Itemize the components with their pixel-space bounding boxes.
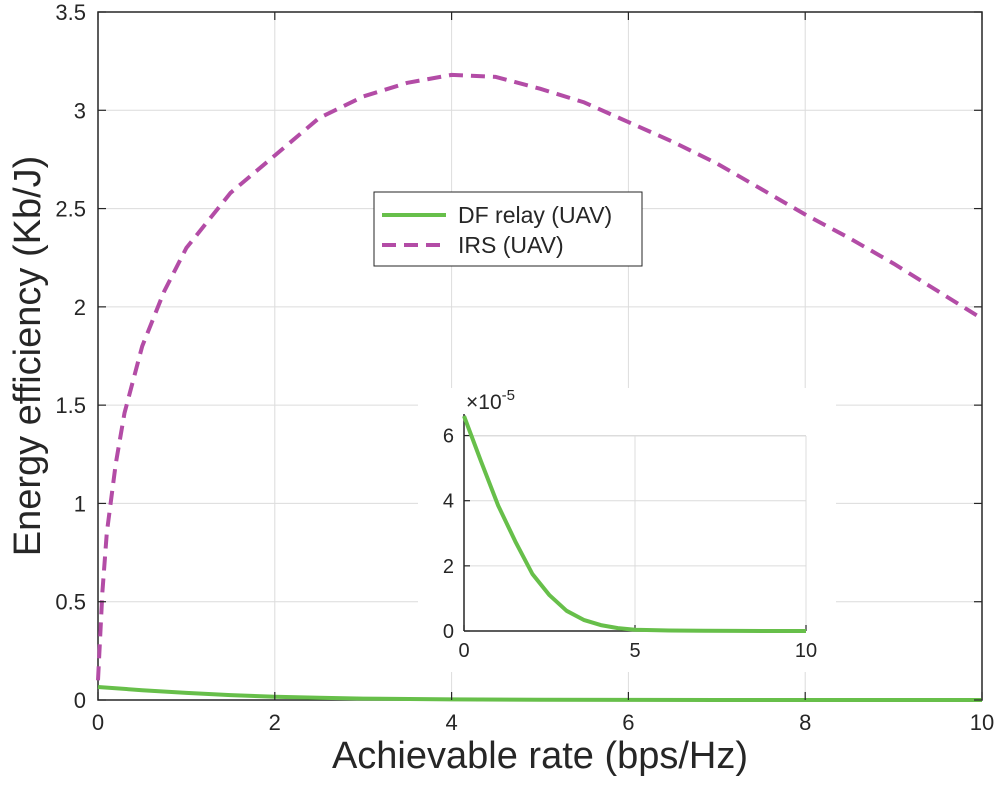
y-tick-label: 2.5 [55, 197, 86, 222]
y-tick-label: 3.5 [55, 0, 86, 25]
y-axis-label: Energy efficiency (Kb/J) [7, 156, 49, 557]
x-tick-label: 2 [269, 710, 281, 735]
inset-series-group [462, 415, 806, 633]
inset-x-tick-label: 10 [795, 640, 817, 662]
inset-y-tick-label: 6 [443, 426, 454, 448]
x-tick-label: 0 [92, 710, 104, 735]
inset-scale-factor: ×10-5 [466, 387, 515, 414]
y-tick-label: 1 [74, 491, 86, 516]
main-series-group [96, 72, 984, 702]
inset-x-tick-label: 0 [458, 640, 469, 662]
y-tick-label: 2 [74, 295, 86, 320]
inset-chart: 0 5 10 0 2 4 6 ×10-5 [418, 387, 836, 672]
series-line-df-relay [97, 685, 982, 702]
x-tick-label: 10 [970, 710, 994, 735]
x-tick-label: 6 [622, 710, 634, 735]
y-tick-label: 0 [74, 688, 86, 713]
x-axis-label: Achievable rate (bps/Hz) [332, 735, 748, 777]
inset-x-tick-label: 5 [629, 640, 640, 662]
inset-series-line-df-relay [462, 415, 806, 633]
inset-y-tick-label: 4 [443, 491, 454, 513]
y-tick-label: 1.5 [55, 393, 86, 418]
inset-y-tick-label: 0 [443, 621, 454, 643]
inset-scale-exponent: -5 [502, 387, 515, 404]
x-tick-label: 8 [799, 710, 811, 735]
inset-scale-base: ×10 [466, 391, 502, 414]
y-tick-label: 0.5 [55, 590, 86, 615]
x-tick-label: 4 [445, 710, 457, 735]
legend-label-irs: IRS (UAV) [458, 232, 564, 258]
legend-label-df-relay: DF relay (UAV) [458, 202, 612, 228]
series-line-irs [96, 72, 984, 681]
y-tick-label: 3 [74, 98, 86, 123]
main-tick-labels: 0 2 4 6 8 10 0 0.5 1 1.5 2 2.5 3 3.5 [55, 0, 994, 735]
inset-tick-labels: 0 5 10 0 2 4 6 [443, 426, 817, 662]
legend-box [373, 191, 643, 267]
legend: DF relay (UAV) IRS (UAV) [373, 191, 643, 267]
inset-y-tick-label: 2 [443, 556, 454, 578]
